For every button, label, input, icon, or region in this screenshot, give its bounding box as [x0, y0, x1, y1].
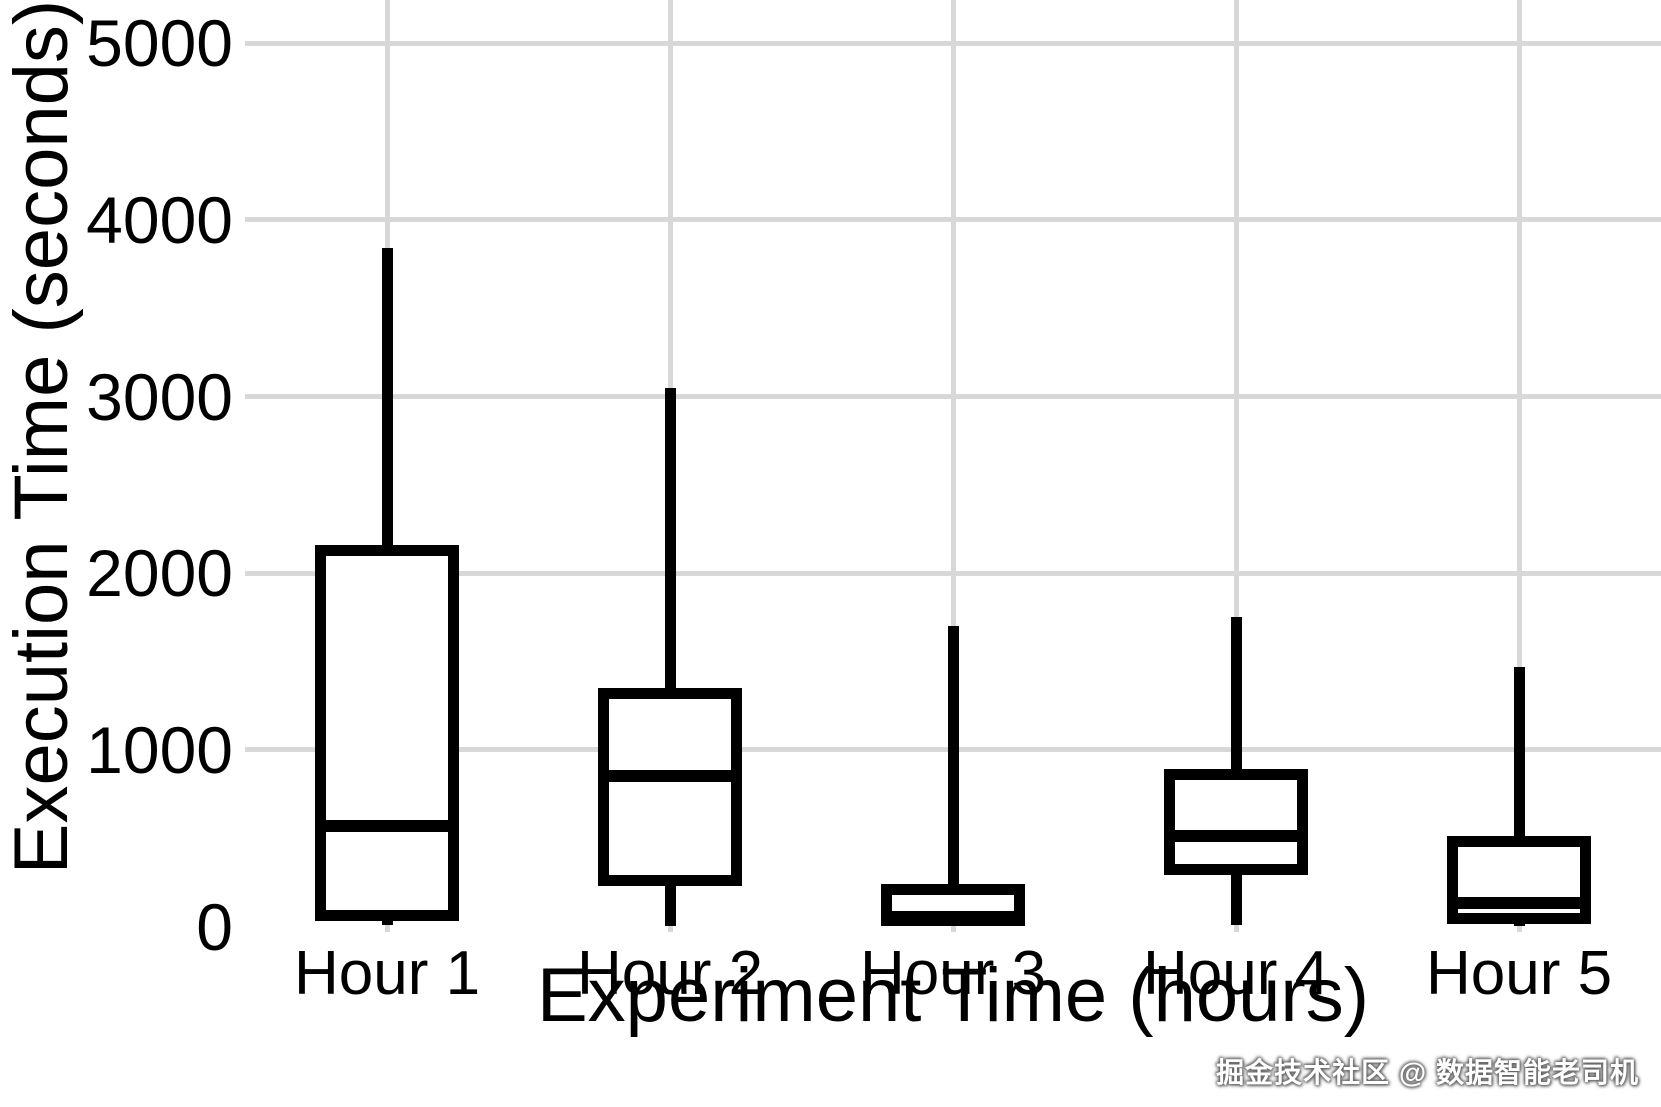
v-gridline — [950, 0, 956, 932]
v-gridline — [1233, 0, 1239, 932]
y-tick-label: 1000 — [86, 712, 233, 787]
x-tick-label: Hour 4 — [1142, 939, 1330, 1008]
median-line — [1447, 896, 1591, 909]
x-tick-label: Hour 3 — [859, 939, 1047, 1008]
y-tick-label: 2000 — [86, 536, 233, 611]
box — [1164, 769, 1308, 876]
y-tick-label: 5000 — [86, 6, 233, 81]
x-tick-label: Hour 5 — [1425, 939, 1613, 1008]
median-line — [1164, 830, 1308, 843]
v-gridline — [1516, 0, 1522, 932]
median-line — [315, 819, 459, 832]
box — [315, 544, 459, 922]
y-axis-title: Execution Time (seconds) — [0, 0, 84, 875]
box-whisker — [1513, 666, 1525, 926]
x-axis-title: Experiment Time (hours) — [536, 953, 1370, 1038]
box-whisker — [947, 626, 959, 923]
x-tick-label: Hour 1 — [293, 939, 481, 1008]
median-line — [598, 770, 742, 783]
box — [1447, 836, 1591, 925]
y-tick-label: 4000 — [86, 182, 233, 257]
box-whisker — [664, 387, 676, 926]
y-tick-label: 0 — [196, 889, 233, 964]
box — [598, 687, 742, 887]
y-tick-label: 3000 — [86, 359, 233, 434]
watermark: 掘金技术社区 @ 数据智能老司机 — [1216, 1057, 1639, 1088]
x-tick-label: Hour 2 — [576, 939, 764, 1008]
median-line — [881, 910, 1025, 923]
